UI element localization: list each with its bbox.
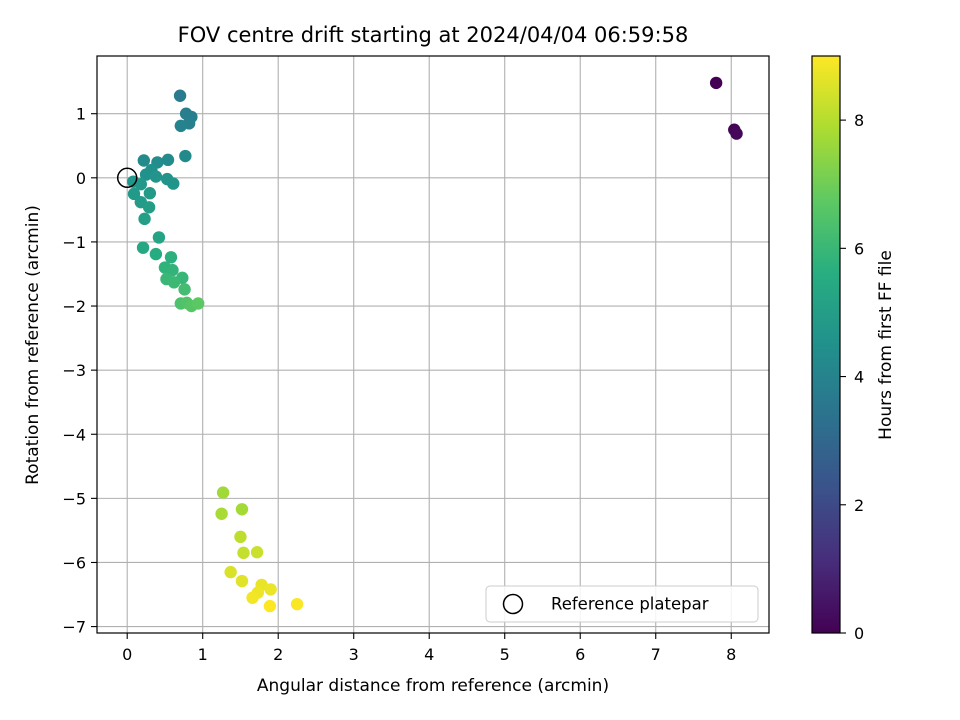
y-tick-label: −1 <box>62 233 86 252</box>
reference-platepar-marker <box>116 167 138 189</box>
data-point <box>237 546 250 560</box>
y-tick-label: −5 <box>62 489 86 508</box>
data-point <box>139 168 153 181</box>
y-tick-label: −6 <box>62 553 86 572</box>
y-tick-label: −3 <box>62 361 86 380</box>
data-point <box>143 186 157 200</box>
colorbar: 0 2 4 6 8 Hours from first FF file <box>811 55 896 643</box>
y-tick-label: 1 <box>76 105 86 124</box>
x-tick-label: 2 <box>273 645 283 664</box>
data-point <box>216 486 230 499</box>
colorbar-tick-label: 6 <box>854 239 864 258</box>
data-point <box>215 507 228 520</box>
y-tick-label: −7 <box>62 618 86 637</box>
data-point <box>235 503 249 516</box>
y-axis-ticks: 1 0 −1 −2 −3 −4 −5 −6 −7 <box>62 105 97 637</box>
data-point <box>127 187 141 201</box>
data-point <box>152 231 166 244</box>
colorbar-tick-label: 2 <box>854 496 864 515</box>
data-point <box>134 178 147 191</box>
x-tick-label: 4 <box>424 645 434 664</box>
y-axis-label: Rotation from reference (arcmin) <box>23 205 43 485</box>
legend-label-reference: Reference platepar <box>551 595 709 614</box>
data-point <box>174 119 188 133</box>
data-point <box>142 201 156 214</box>
data-point <box>178 283 191 296</box>
x-axis-label: Angular distance from reference (arcmin) <box>257 676 609 696</box>
x-tick-label: 1 <box>198 645 208 664</box>
data-point <box>290 597 304 611</box>
y-tick-label: −2 <box>62 297 86 316</box>
data-point <box>235 574 249 588</box>
data-points <box>116 76 743 613</box>
data-point <box>136 241 150 254</box>
data-point <box>149 170 163 183</box>
colorbar-label: Hours from first FF file <box>876 250 896 440</box>
x-tick-label: 6 <box>575 645 585 664</box>
colorbar-gradient <box>812 56 840 633</box>
data-point <box>164 251 178 264</box>
data-point <box>167 177 180 190</box>
colorbar-tick-label: 8 <box>854 111 864 130</box>
data-point <box>166 263 179 277</box>
data-point <box>263 599 277 613</box>
data-point <box>138 212 151 226</box>
colorbar-frame <box>811 55 841 634</box>
y-tick-label: −4 <box>62 425 86 444</box>
data-point <box>730 127 743 140</box>
data-point <box>137 154 151 167</box>
x-axis-ticks: 0 1 2 3 4 5 6 7 8 <box>122 633 736 664</box>
data-point <box>234 530 247 544</box>
data-point <box>224 565 237 579</box>
legend-reference-marker <box>502 593 524 615</box>
data-point <box>250 546 264 559</box>
data-point <box>167 276 181 289</box>
plot-frame <box>96 55 770 634</box>
x-tick-label: 7 <box>651 645 661 664</box>
data-point <box>149 247 163 261</box>
data-point <box>709 76 723 90</box>
data-point <box>264 583 277 596</box>
data-point <box>191 297 205 310</box>
data-point <box>161 153 175 167</box>
colorbar-tick-label: 0 <box>854 624 864 643</box>
y-tick-label: 0 <box>76 169 86 188</box>
legend-box <box>485 585 759 623</box>
chart-title: FOV centre drift starting at 2024/04/04 … <box>178 23 689 47</box>
x-tick-label: 5 <box>500 645 510 664</box>
colorbar-ticks: 0 2 4 6 8 <box>840 111 864 643</box>
data-point <box>173 89 187 102</box>
x-tick-label: 8 <box>726 645 736 664</box>
legend: Reference platepar <box>485 585 759 623</box>
x-tick-label: 0 <box>122 645 132 664</box>
colorbar-tick-label: 4 <box>854 368 864 387</box>
grid-lines <box>97 56 769 633</box>
x-tick-label: 3 <box>349 645 359 664</box>
data-point <box>179 149 192 163</box>
data-point <box>246 591 259 604</box>
